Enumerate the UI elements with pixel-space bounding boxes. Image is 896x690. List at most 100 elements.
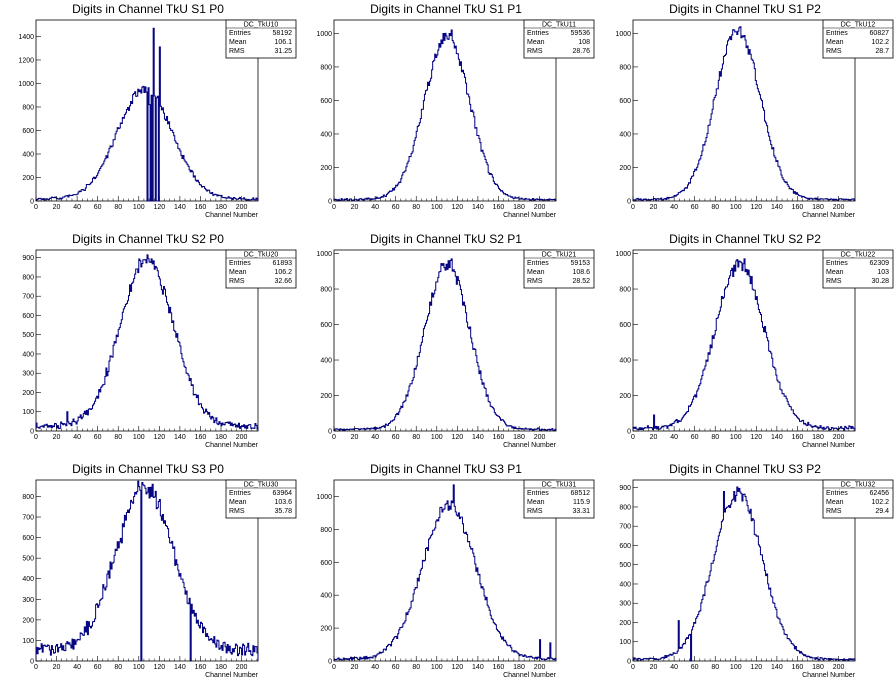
x-tick-label: 120 — [451, 664, 463, 671]
stats-name: DC_TkU32 — [841, 482, 876, 489]
x-tick-label: 160 — [792, 434, 804, 441]
x-tick-label: 60 — [691, 204, 699, 211]
stats-name: DC_TkU31 — [542, 482, 577, 489]
x-tick-label: 100 — [133, 434, 145, 441]
stats-mean-value: 115.9 — [573, 499, 590, 506]
histogram-series — [35, 254, 259, 431]
stats-mean-label: Mean — [527, 39, 545, 46]
x-tick-label: 180 — [215, 434, 227, 441]
y-tick-label: 800 — [320, 64, 332, 71]
stats-rms-value: 33.31 — [572, 508, 590, 515]
histogram-series — [333, 484, 557, 661]
y-tick-label: 1000 — [316, 31, 332, 38]
x-axis-label: Channel Number — [205, 672, 259, 679]
stats-rms-value: 28.76 — [572, 48, 590, 55]
x-tick-label: 140 — [771, 664, 783, 671]
y-tick-label: 1000 — [615, 251, 631, 258]
x-tick-label: 40 — [371, 204, 379, 211]
y-tick-label: 600 — [619, 543, 631, 550]
x-axis-label: Channel Number — [503, 212, 557, 219]
x-tick-label: 80 — [412, 664, 420, 671]
y-tick-label: 400 — [22, 351, 34, 358]
y-tick-label: 800 — [22, 104, 34, 111]
histogram-panel-tku12: Digits in Channel TkU S1 P2 0 20 40 60 80 100 1… — [597, 0, 895, 230]
x-tick-label: 40 — [670, 434, 678, 441]
y-tick-label: 200 — [22, 390, 34, 397]
stats-name: DC_TkU30 — [244, 482, 279, 489]
y-tick-label: 400 — [320, 131, 332, 138]
stats-entries-value: 60827 — [870, 30, 890, 37]
stats-entries-label: Entries — [826, 260, 848, 267]
stats-mean-value: 102.2 — [871, 39, 889, 46]
x-tick-label: 20 — [650, 204, 658, 211]
x-tick-label: 140 — [174, 204, 186, 211]
x-tick-label: 140 — [472, 204, 484, 211]
x-tick-label: 100 — [730, 434, 742, 441]
stats-entries-label: Entries — [527, 490, 549, 497]
x-tick-label: 60 — [691, 434, 699, 441]
x-tick-label: 180 — [513, 664, 525, 671]
x-tick-label: 200 — [534, 664, 546, 671]
stats-box — [523, 479, 595, 519]
x-tick-label: 180 — [513, 204, 525, 211]
stats-entries-value: 63964 — [273, 490, 293, 497]
plot-frame — [632, 479, 856, 662]
histogram-series — [35, 27, 259, 202]
plot-frame — [632, 19, 856, 202]
y-tick-label: 0 — [30, 429, 34, 436]
chart-title: Digits in Channel TkU S3 P0 — [72, 462, 224, 476]
x-tick-label: 120 — [750, 664, 762, 671]
x-tick-label: 80 — [114, 434, 122, 441]
x-tick-label: 140 — [174, 664, 186, 671]
stats-box — [822, 249, 894, 289]
x-tick-label: 160 — [493, 434, 505, 441]
x-tick-label: 20 — [351, 664, 359, 671]
stats-rms-label: RMS — [229, 508, 245, 515]
stats-entries-label: Entries — [527, 260, 549, 267]
y-tick-label: 200 — [320, 626, 332, 633]
x-tick-label: 40 — [73, 204, 81, 211]
stats-box — [225, 249, 297, 289]
x-tick-label: 60 — [94, 664, 102, 671]
stats-rms-value: 35.78 — [274, 508, 292, 515]
stats-box — [225, 19, 297, 59]
x-tick-label: 80 — [711, 204, 719, 211]
chart-title: Digits in Channel TkU S2 P1 — [370, 232, 522, 246]
chart-title: Digits in Channel TkU S2 P0 — [72, 232, 224, 246]
y-tick-label: 800 — [619, 287, 631, 294]
stats-box — [822, 479, 894, 519]
histogram-svg: Digits in Channel TkU S2 P1 0 20 40 60 80 100 1… — [316, 232, 595, 449]
stats-rms-label: RMS — [826, 278, 842, 285]
y-tick-label: 0 — [30, 659, 34, 666]
histogram-panel-tku31: Digits in Channel TkU S3 P1 0 20 40 60 80 100 1… — [298, 460, 596, 690]
x-tick-label: 20 — [351, 204, 359, 211]
histogram-svg: Digits in Channel TkU S1 P0 0 20 40 60 80 100 1… — [18, 2, 297, 219]
x-tick-label: 80 — [412, 204, 420, 211]
stats-entries-label: Entries — [229, 490, 251, 497]
y-tick-label: 600 — [320, 98, 332, 105]
stats-mean-label: Mean — [229, 269, 247, 276]
x-tick-label: 80 — [711, 664, 719, 671]
x-tick-label: 40 — [371, 664, 379, 671]
y-tick-label: 200 — [320, 165, 332, 172]
stats-name: DC_TkU20 — [244, 252, 279, 259]
y-tick-label: 100 — [22, 638, 34, 645]
histogram-svg: Digits in Channel TkU S2 P0 0 20 40 60 80 100 1… — [22, 232, 297, 449]
x-tick-label: 0 — [631, 434, 635, 441]
stats-rms-value: 30.28 — [871, 278, 889, 285]
x-tick-label: 200 — [236, 664, 248, 671]
stats-mean-label: Mean — [826, 269, 844, 276]
y-tick-label: 200 — [22, 617, 34, 624]
y-tick-label: 600 — [320, 560, 332, 567]
x-tick-label: 20 — [650, 664, 658, 671]
x-tick-label: 80 — [412, 434, 420, 441]
x-tick-label: 180 — [812, 204, 824, 211]
histogram-panel-tku20: Digits in Channel TkU S2 P0 0 20 40 60 80 100 1… — [0, 230, 298, 460]
y-tick-label: 100 — [22, 409, 34, 416]
x-tick-label: 100 — [133, 204, 145, 211]
x-tick-label: 180 — [812, 664, 824, 671]
x-tick-label: 140 — [472, 434, 484, 441]
x-tick-label: 0 — [34, 204, 38, 211]
y-tick-label: 1400 — [18, 34, 34, 41]
y-tick-label: 300 — [22, 371, 34, 378]
